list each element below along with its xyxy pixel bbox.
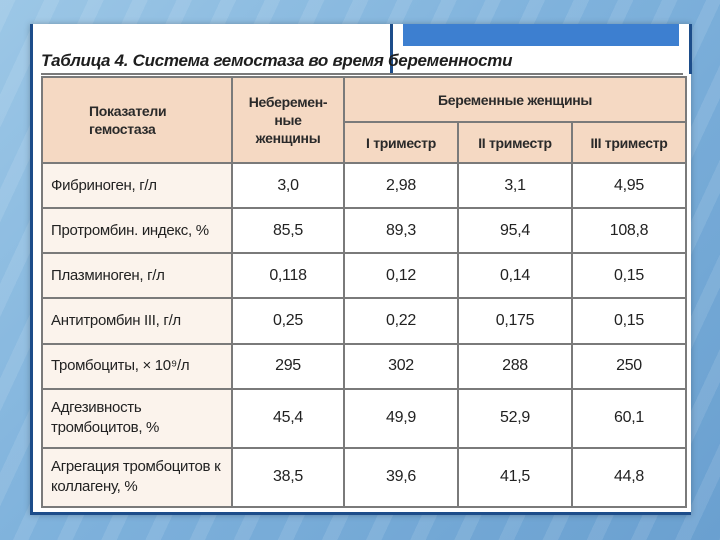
header-trimester-3: III триместр (570, 121, 688, 164)
table-row: Фибриноген, г/л 3,0 2,98 3,1 4,95 (41, 161, 688, 210)
slide: Таблица 4. Система гемостаза во время бе… (30, 24, 692, 515)
cell-value: 39,6 (343, 446, 459, 509)
cell-value: 95,4 (457, 207, 573, 255)
header-trimester-2: II триместр (457, 121, 573, 164)
row-label: Агрегация тромбоцитов к коллагену, % (41, 446, 233, 509)
cell-value: 0,25 (231, 297, 345, 345)
cell-value: 49,9 (343, 387, 459, 449)
table-header-row: Показатели гемостаза Неберемен- ные женщ… (41, 75, 688, 164)
table-row: Адгезивность тромбоцитов, % 45,4 49,9 52… (41, 387, 688, 449)
cell-value: 2,98 (343, 161, 459, 210)
cell-value: 4,95 (570, 161, 688, 210)
cell-value: 38,5 (231, 446, 345, 509)
cell-value: 302 (343, 342, 459, 390)
cell-value: 0,15 (570, 297, 688, 345)
cell-value: 295 (231, 342, 345, 390)
cell-value: 0,175 (457, 297, 573, 345)
cell-value: 0,22 (343, 297, 459, 345)
cell-value: 288 (457, 342, 573, 390)
header-non-pregnant: Неберемен- ные женщины (231, 76, 345, 164)
cell-value: 52,9 (457, 387, 573, 449)
cell-value: 3,1 (457, 161, 573, 210)
cell-value: 0,15 (570, 252, 688, 300)
cell-value: 85,5 (231, 207, 345, 255)
row-label: Антитромбин III, г/л (41, 297, 233, 345)
row-label: Протромбин. индекс, % (41, 207, 233, 255)
header-trimester-1: I триместр (343, 121, 459, 164)
row-label: Тромбоциты, × 10⁹/л (41, 342, 233, 390)
cell-value: 250 (570, 342, 688, 390)
hemostasis-table: Показатели гемостаза Неберемен- ные женщ… (41, 75, 688, 509)
cell-value: 108,8 (570, 207, 688, 255)
row-label: Адгезивность тромбоцитов, % (41, 387, 233, 449)
title-underline (41, 73, 683, 75)
row-label: Фибриноген, г/л (41, 161, 233, 210)
table-row: Протромбин. индекс, % 85,5 89,3 95,4 108… (41, 207, 688, 255)
cell-value: 0,118 (231, 252, 345, 300)
table-title: Таблица 4. Система гемостаза во время бе… (41, 51, 513, 70)
row-label: Плазминоген, г/л (41, 252, 233, 300)
cell-value: 89,3 (343, 207, 459, 255)
decorative-frame (390, 24, 692, 74)
cell-value: 41,5 (457, 446, 573, 509)
cell-value: 0,14 (457, 252, 573, 300)
table-row: Агрегация тромбоцитов к коллагену, % 38,… (41, 446, 688, 509)
decorative-bar (403, 24, 679, 46)
table-row: Тромбоциты, × 10⁹/л 295 302 288 250 (41, 342, 688, 390)
cell-value: 0,12 (343, 252, 459, 300)
cell-value: 44,8 (570, 446, 688, 509)
table-row: Плазминоген, г/л 0,118 0,12 0,14 0,15 (41, 252, 688, 300)
cell-value: 3,0 (231, 161, 345, 210)
table-subheader-row: I триместр II триместр III триместр (42, 121, 688, 164)
table-row: Антитромбин III, г/л 0,25 0,22 0,175 0,1… (41, 297, 688, 345)
header-param: Показатели гемостаза (41, 76, 233, 164)
header-pregnant-group: Беременные женщины (342, 75, 688, 124)
cell-value: 45,4 (231, 387, 345, 449)
cell-value: 60,1 (570, 387, 688, 449)
